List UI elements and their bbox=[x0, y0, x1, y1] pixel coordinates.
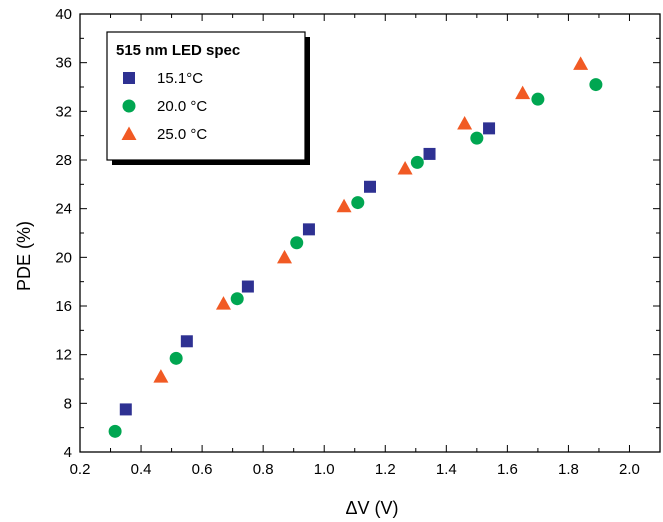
circle-data-point bbox=[470, 131, 484, 145]
y-tick-label: 24 bbox=[55, 201, 72, 218]
x-tick-label: 0.6 bbox=[192, 461, 213, 478]
y-tick-label: 40 bbox=[55, 6, 72, 23]
y-axis-label: PDE (%) bbox=[14, 221, 34, 291]
x-tick-label: 0.2 bbox=[70, 461, 91, 478]
legend-title: 515 nm LED spec bbox=[116, 42, 240, 59]
legend-series-label: 25.0 °C bbox=[157, 126, 207, 143]
x-tick-label: 1.8 bbox=[558, 461, 579, 478]
y-tick-label: 20 bbox=[55, 249, 72, 266]
series-circle bbox=[108, 78, 603, 438]
square-data-point bbox=[302, 223, 315, 236]
circle-data-point bbox=[290, 236, 304, 250]
x-tick-label: 1.0 bbox=[314, 461, 335, 478]
series-square bbox=[119, 122, 496, 416]
square-data-point bbox=[364, 180, 376, 193]
legend-series-label: 20.0 °C bbox=[157, 98, 207, 115]
y-tick-label: 28 bbox=[55, 152, 72, 169]
y-tick-label: 4 bbox=[64, 444, 72, 461]
square-data-point bbox=[119, 403, 132, 416]
y-tick-label: 8 bbox=[64, 395, 72, 412]
circle-data-point bbox=[410, 155, 424, 169]
triangle-data-point bbox=[153, 369, 169, 383]
x-axis-label: ΔV (V) bbox=[345, 498, 398, 518]
y-tick-label: 32 bbox=[55, 103, 72, 120]
circle-data-point bbox=[351, 196, 365, 210]
circle-data-point bbox=[230, 292, 244, 306]
legend: 515 nm LED spec 15.1°C 20.0 °C 25.0 °C bbox=[106, 31, 310, 165]
x-tick-label: 0.4 bbox=[131, 461, 152, 478]
circle-data-point bbox=[169, 351, 183, 365]
square-data-point bbox=[483, 122, 496, 135]
x-tick-label: 1.6 bbox=[497, 461, 518, 478]
triangle-data-point bbox=[515, 85, 531, 100]
y-tick-label: 12 bbox=[55, 347, 72, 364]
triangle-data-point bbox=[573, 56, 589, 70]
circle-data-point bbox=[531, 92, 545, 106]
legend-triangle-icon bbox=[121, 126, 137, 140]
series-triangle bbox=[153, 56, 589, 383]
x-tick-label: 0.8 bbox=[253, 461, 274, 478]
triangle-data-point bbox=[397, 161, 413, 175]
x-tick-label: 1.2 bbox=[375, 461, 396, 478]
square-data-point bbox=[241, 280, 254, 293]
x-tick-label: 1.4 bbox=[436, 461, 457, 478]
legend-series-label: 15.1°C bbox=[157, 70, 203, 87]
legend-box bbox=[106, 31, 306, 161]
legend-circle-icon bbox=[122, 99, 136, 113]
data-points bbox=[108, 56, 603, 438]
triangle-data-point bbox=[336, 198, 352, 213]
y-tick-label: 16 bbox=[55, 298, 72, 315]
legend-square-icon bbox=[123, 72, 135, 84]
circle-data-point bbox=[108, 424, 122, 438]
triangle-data-point bbox=[457, 116, 473, 130]
triangle-data-point bbox=[277, 249, 293, 264]
y-tick-label: 36 bbox=[55, 55, 72, 72]
x-tick-label: 2.0 bbox=[619, 461, 640, 478]
square-data-point bbox=[180, 335, 193, 348]
triangle-data-point bbox=[215, 296, 231, 310]
square-data-point bbox=[423, 147, 436, 160]
axis-ticks: 0.2 0.4 0.6 0.8 1.0 1.2 1.4 1.6 1.8 2.0 4 8 12 16 20 24… bbox=[55, 6, 660, 478]
circle-data-point bbox=[589, 78, 603, 92]
